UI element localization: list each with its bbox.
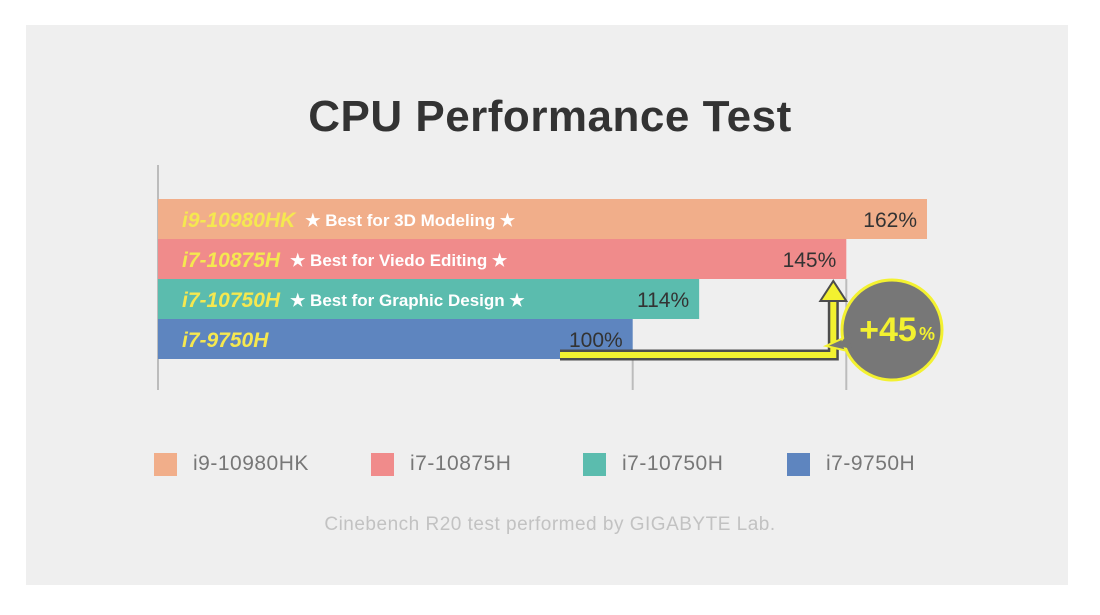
bar-badge: ★ Best for Graphic Design ★ <box>290 291 525 310</box>
bar-i7-10875h <box>158 239 847 279</box>
bar-label: i7-10875H <box>182 249 281 272</box>
legend-label: i7-9750H <box>826 452 916 475</box>
legend: i9-10980HK i7-10875H i7-10750H i7-9750H <box>0 452 1100 476</box>
bar-i7-9750h <box>158 319 633 359</box>
bar-badge: ★ Best for Viedo Editing ★ <box>290 251 508 270</box>
bar-value-label: 114% <box>637 289 689 312</box>
legend-label: i7-10875H <box>410 452 512 475</box>
legend-label: i9-10980HK <box>193 452 309 475</box>
legend-item-i7-9750h: i7-9750H <box>787 452 915 476</box>
legend-swatch <box>371 452 394 476</box>
bar-label: i9-10980HK <box>182 209 297 232</box>
legend-swatch <box>583 452 606 476</box>
legend-swatch <box>154 452 177 476</box>
bar-label: i7-10750H <box>182 289 281 312</box>
bar-i7-10750h <box>158 279 700 319</box>
highlight-arrow-head <box>818 279 849 302</box>
legend-swatch <box>787 452 810 476</box>
legend-item-i7-10875h: i7-10875H <box>371 452 511 476</box>
bar-label: i7-9750H <box>182 329 269 352</box>
highlight-value: +45 <box>859 311 917 349</box>
bar-value-label: 162% <box>863 209 917 232</box>
highlight-unit: % <box>919 324 935 344</box>
bar-value-label: 100% <box>569 329 623 352</box>
legend-item-i7-10750h: i7-10750H <box>583 452 723 476</box>
bar-i9-10980hk <box>158 199 927 239</box>
chart-title: CPU Performance Test <box>308 92 792 141</box>
highlight-bubble <box>840 278 944 382</box>
bar-badge: ★ Best for 3D Modeling ★ <box>305 211 516 230</box>
footnote: Cinebench R20 test performed by GIGABYTE… <box>324 514 776 535</box>
highlight-arrow-shaft <box>560 299 837 358</box>
legend-label: i7-10750H <box>622 452 724 475</box>
bar-value-label: 145% <box>783 249 837 272</box>
bubble-tail-mask <box>838 334 852 349</box>
legend-item-i9-10980hk: i9-10980HK <box>154 452 309 476</box>
